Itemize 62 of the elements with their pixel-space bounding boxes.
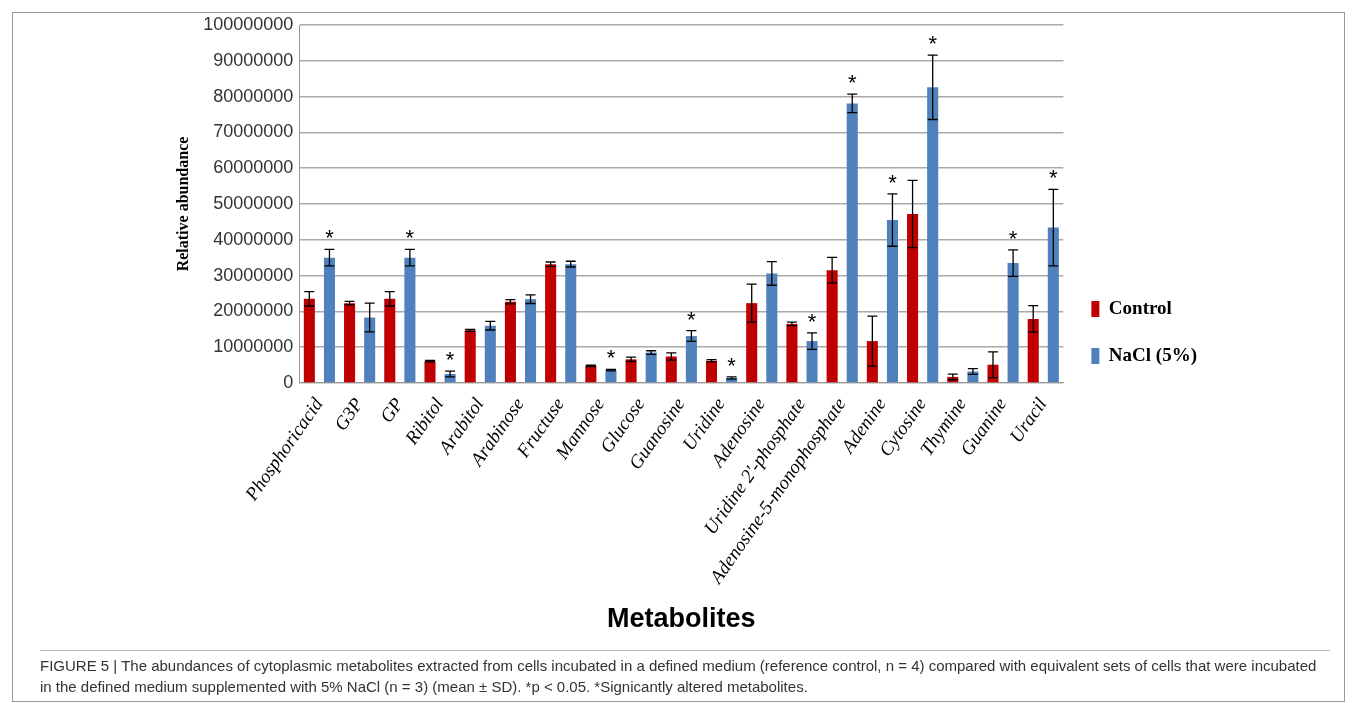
bar [786,323,798,383]
annotation: * [807,308,817,334]
y-tick-label: 10000000 [213,336,294,357]
bar [645,352,657,383]
bar [344,303,356,383]
bar [806,341,818,383]
bar [665,356,677,383]
annotation: * [325,225,335,251]
annotation: * [1049,165,1059,191]
x-tick-label: G3P [329,393,368,435]
y-tick-label: 60000000 [213,157,294,178]
bar [565,264,577,383]
bar [605,370,617,383]
x-tick-label: GP [375,393,408,427]
annotation: * [888,169,898,195]
bar [866,341,878,383]
bar [525,299,537,383]
bar [927,87,939,383]
bar [846,103,858,383]
y-tick-label: 40000000 [213,228,294,249]
annotation: * [687,306,697,332]
y-tick-label: 0 [283,371,294,392]
annotation: * [727,352,737,378]
y-tick-label: 90000000 [213,49,294,70]
annotation: * [1008,225,1018,251]
bar [1027,318,1039,383]
annotation: * [606,345,616,371]
bar [685,336,697,383]
y-tick-label: 50000000 [213,192,294,213]
annotation: * [405,225,415,251]
bar [886,220,898,383]
bar [464,330,476,383]
annotation: * [847,70,857,96]
bar [625,359,637,383]
bar [323,257,335,383]
y-tick-label: 20000000 [213,300,294,321]
bar [404,257,416,383]
bar [746,303,758,383]
bar [585,365,597,383]
x-axis-title: Metabolites [607,603,756,634]
bar [545,264,557,383]
bar [384,298,396,383]
bar [364,317,376,383]
bar [424,361,436,383]
bar [504,301,516,383]
legend-label: NaCl (5%) [1108,343,1198,366]
y-tick-label: 80000000 [213,85,294,106]
bar [907,214,919,383]
bar [1047,227,1059,383]
legend-label: Control [1108,296,1172,318]
bar [766,273,778,383]
y-tick-label: 100000000 [203,13,294,34]
bar [1007,263,1019,383]
caption: FIGURE 5 | The abundances of cytoplasmic metabolites extracted from cells incubated in a defined medium (reference control, n = 4) compared with equivalent sets of cells that were incubated in the defined medium supplemented with 5% NaCl (n = 3) (mean ± SD). *p < 0.05. *Signicantly altered metabolites. [40,650,1330,697]
bar [826,270,838,383]
annotation: * [928,31,938,57]
annotation: * [445,347,455,373]
y-tick-label: 30000000 [213,264,294,285]
y-axis-title: Relative abundance [173,136,191,272]
bar [303,298,315,383]
bar [484,325,496,383]
y-tick-label: 70000000 [213,121,294,142]
